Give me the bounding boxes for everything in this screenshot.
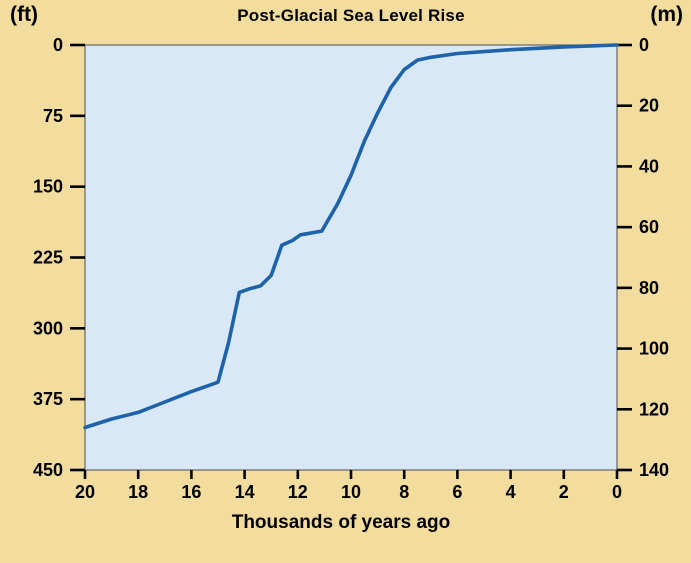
left-axis-tick-label: 225 — [33, 248, 63, 268]
right-axis-tick-label: 40 — [639, 156, 659, 176]
right-axis-tick-label: 140 — [639, 460, 669, 480]
left-axis-tick-label: 0 — [53, 35, 63, 55]
x-axis-tick-label: 20 — [75, 482, 95, 502]
right-axis-tick-label: 20 — [639, 96, 659, 116]
x-axis-title: Thousands of years ago — [231, 512, 451, 533]
right-axis-unit-label: (m) — [650, 3, 683, 26]
x-axis-tick-label: 12 — [288, 482, 308, 502]
x-axis-tick-label: 14 — [235, 482, 255, 502]
sea-level-line — [83, 43, 619, 430]
x-axis-tick-label: 8 — [399, 482, 409, 502]
left-axis-tick-label: 450 — [33, 460, 63, 480]
right-axis-tick-label: 80 — [639, 278, 659, 298]
right-axis-tick-label: 100 — [639, 339, 669, 359]
x-axis-tick-label: 4 — [506, 482, 516, 502]
left-axis-tick-label: 150 — [33, 177, 63, 197]
right-axis-tick-label: 60 — [639, 217, 659, 237]
right-axis-tick-label: 120 — [639, 399, 669, 419]
x-axis-tick-label: 16 — [181, 482, 201, 502]
left-axis-unit-label: (ft) — [10, 3, 38, 26]
left-axis-tick-label: 75 — [43, 106, 63, 126]
x-axis-tick-label: 2 — [559, 482, 569, 502]
x-axis-tick-label: 0 — [612, 482, 622, 502]
x-axis-tick-label: 6 — [452, 482, 462, 502]
left-axis-tick-label: 375 — [33, 389, 63, 409]
right-axis-tick-label: 0 — [639, 35, 649, 55]
left-axis-tick-label: 300 — [33, 318, 63, 338]
x-axis-tick-label: 18 — [128, 482, 148, 502]
plot-background — [84, 44, 618, 471]
x-axis-tick-label: 10 — [341, 482, 361, 502]
chart-title: Post-Glacial Sea Level Rise — [237, 6, 465, 25]
